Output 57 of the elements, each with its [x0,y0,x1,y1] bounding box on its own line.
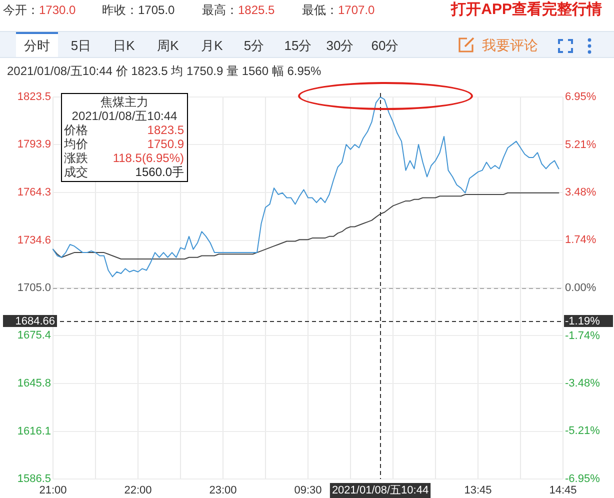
x-tick-label: 2021/01/08/五10:44 [332,484,429,497]
ref-line-label: 1684.66 [15,316,55,328]
text: 打开APP查看完整行情 [451,1,602,19]
y-tick-label: 1705.0 [17,282,51,294]
annotation: 2021/01/08/五10:44 [70,109,178,123]
annotation: 均价 [64,137,88,151]
annotation: 1750.9 [147,137,184,151]
text: 1707.0 [338,3,375,17]
text: 15分 [283,37,313,54]
y-tick-label: 1823.5 [17,91,51,104]
annotation: 1560.0手 [135,165,184,179]
text: 最低： [302,3,338,17]
y2-tick-label: -3.48% [565,378,600,390]
annotation: 价格 [64,123,88,137]
annotation: 118.5(6.95%) [112,151,184,165]
text: 周K [156,37,180,54]
y2-tick-label: -5.21% [565,425,600,438]
x-tick-label: 23:00 [209,484,237,497]
text: 分时 [23,37,51,54]
y2-tick-label: -6.95% [565,473,600,486]
annotation: 成交 [64,165,88,179]
text: 今开： [3,3,39,17]
y-tick-label: 1793.9 [17,138,51,151]
y2-tick-label: -1.74% [565,330,600,342]
y2-tick-label: 3.48% [565,186,596,198]
y-tick-label: 1586.5 [17,473,51,486]
x-tick-label: 13:45 [464,484,492,497]
text: 月K [200,37,224,54]
y-tick-label: 1764.3 [17,186,51,198]
text: 5日 [70,37,92,54]
y2-tick-label: 5.21% [565,138,596,151]
text: -1.19% [565,316,600,328]
text: 5分 [242,37,266,54]
text: 最高： [202,3,238,17]
annotation: 焦煤主力 [100,95,150,109]
y-tick-label: 1734.6 [17,234,51,246]
text: 1730.0 [39,3,76,17]
x-tick-label: 09:30 [294,484,322,497]
y-tick-label: 1616.1 [17,425,51,438]
text: 30分 [325,37,355,54]
text: 60分 [370,37,400,54]
x-tick-label: 22:00 [124,484,152,497]
y2-tick-label: 1.74% [565,234,596,246]
text: 1705.0 [138,3,175,17]
y-tick-label: 1645.8 [17,377,51,390]
y-tick-label: 1675.4 [17,330,51,342]
text: 1825.5 [238,3,275,17]
annotation: 涨跌 [64,151,88,165]
y2-tick-label: 0.00% [565,282,596,294]
text: 日K [112,37,136,54]
x-tick-label: 14:45 [549,484,577,497]
y2-tick-label: 6.95% [565,91,596,104]
text: 我要评论 [482,36,538,54]
x-tick-label: 21:00 [39,484,67,497]
text: 昨收： [102,3,138,17]
annotation: 1823.5 [147,123,184,137]
chart-subtitle: 2021/01/08/五10:44 价 1823.5 均 1750.9 量 1560 幅 6.95% [7,63,322,79]
